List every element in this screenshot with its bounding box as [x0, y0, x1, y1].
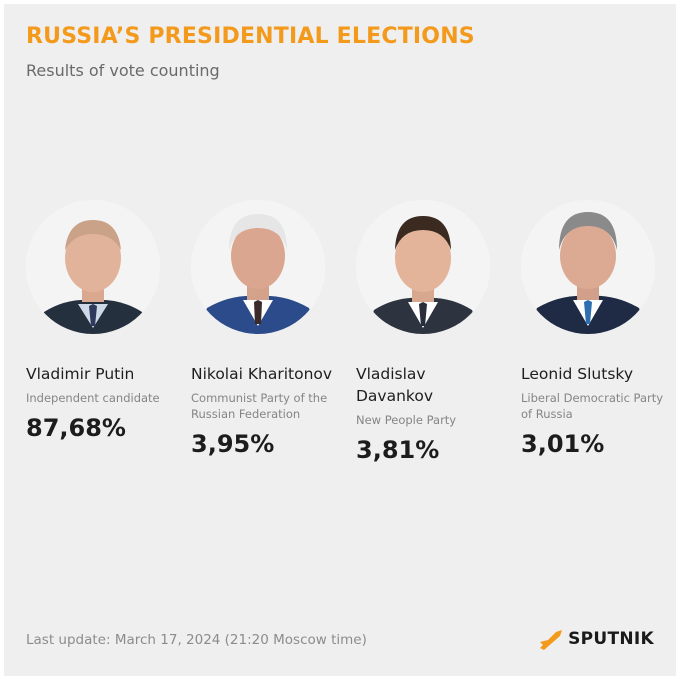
candidate-name: Vladimir Putin: [26, 365, 135, 383]
candidate-photo: [191, 200, 325, 334]
candidate-card-kharitonov: Nikolai Kharitonov Communist Party of th…: [191, 200, 341, 460]
candidate-party: Communist Party of the Russian Federatio…: [191, 391, 328, 421]
candidate-party: Liberal Democratic Party of Russia: [521, 391, 664, 421]
page-subtitle: Results of vote counting: [26, 61, 220, 80]
candidate-name: Vladislav Davankov: [356, 365, 434, 405]
candidate-percent: 3,81%: [356, 436, 440, 464]
sputnik-logo: SPUTNIK: [538, 628, 654, 650]
candidate-photo: [356, 200, 490, 334]
brand-name: SPUTNIK: [568, 629, 654, 649]
candidate-name: Leonid Slutsky: [521, 365, 633, 383]
candidate-card-davankov: Vladislav Davankov New People Party 3,81…: [356, 200, 506, 466]
candidate-percent: 3,95%: [191, 430, 275, 458]
last-update-text: Last update: March 17, 2024 (21:20 Mosco…: [26, 632, 367, 648]
candidate-percent: 3,01%: [521, 430, 605, 458]
infographic-card: RUSSIA’S PRESIDENTIAL ELECTIONS Results …: [4, 4, 676, 676]
candidate-percent: 87,68%: [26, 414, 126, 442]
candidate-party: New People Party: [356, 413, 457, 427]
candidate-photo: [26, 200, 160, 334]
candidate-name: Nikolai Kharitonov: [191, 365, 333, 383]
sputnik-logo-icon: [540, 630, 563, 650]
candidate-card-slutsky: Leonid Slutsky Liberal Democratic Party …: [521, 200, 671, 460]
candidate-party: Independent candidate: [26, 391, 160, 405]
candidate-photo: [521, 200, 655, 334]
page-title: RUSSIA’S PRESIDENTIAL ELECTIONS: [26, 24, 475, 49]
candidate-card-putin: Vladimir Putin Independent candidate 87,…: [26, 200, 176, 444]
